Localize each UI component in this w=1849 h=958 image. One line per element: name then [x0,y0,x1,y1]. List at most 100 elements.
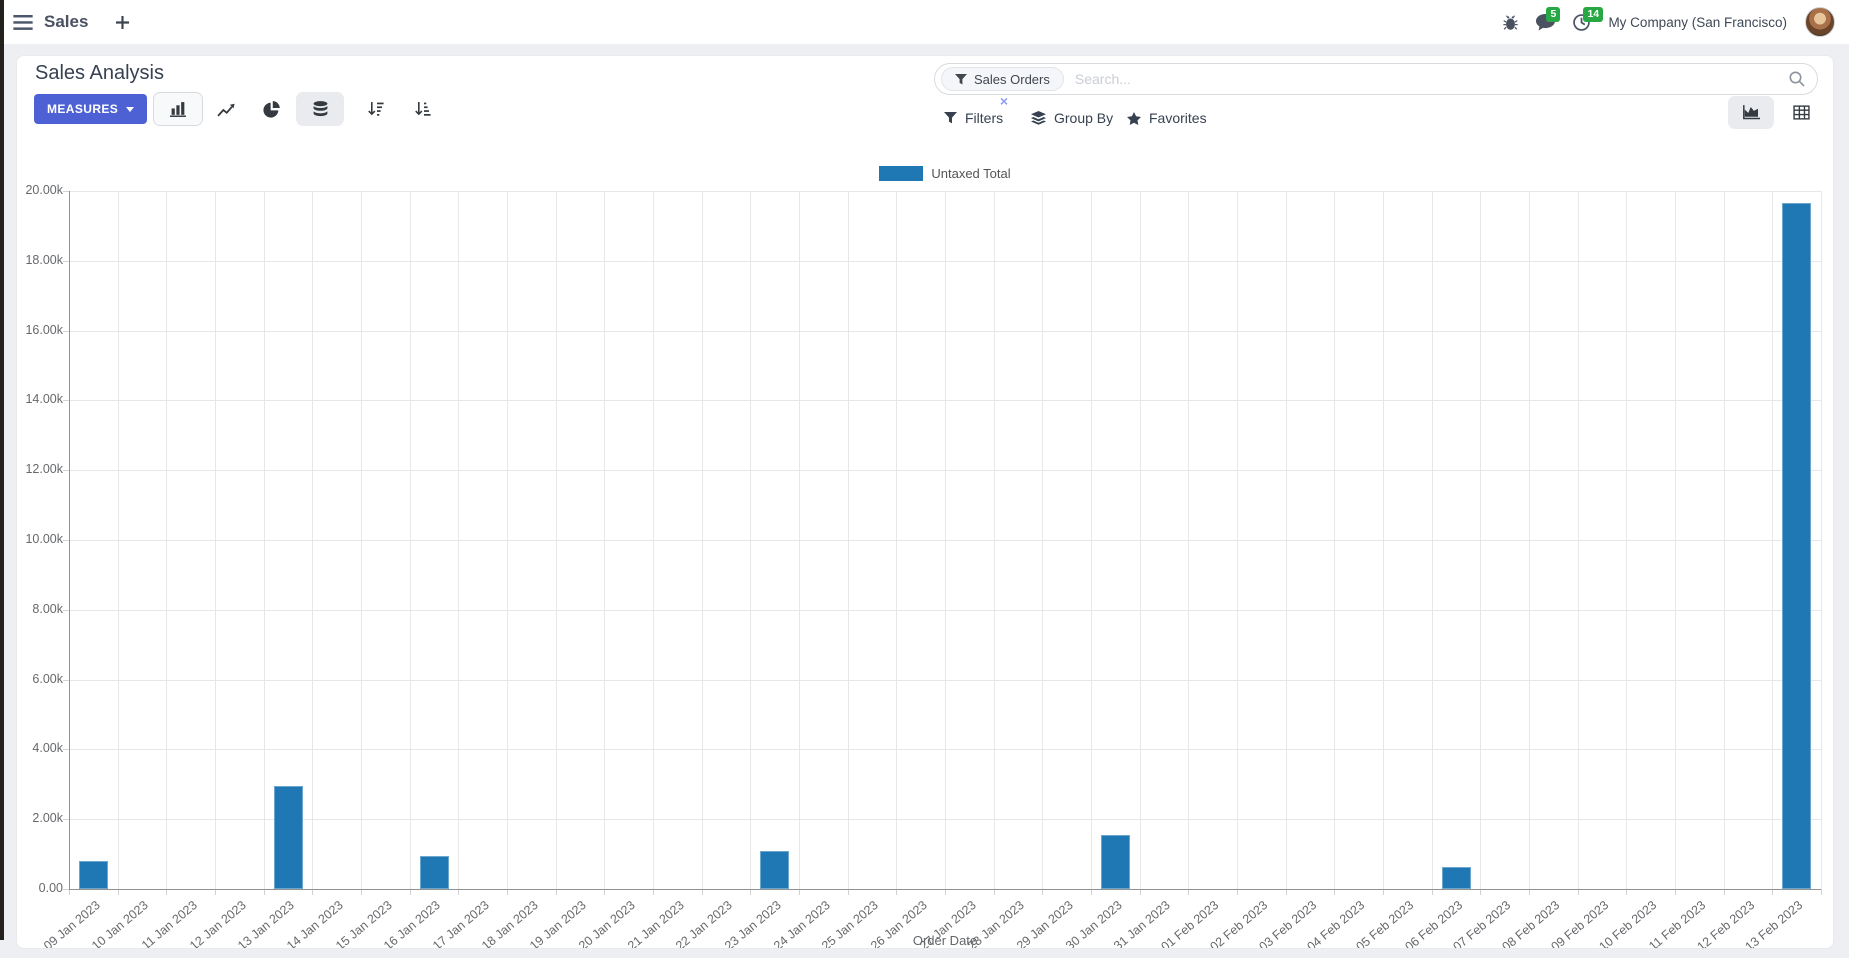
x-tick-mark [1626,889,1628,895]
group-by-layers-icon [1031,111,1046,125]
y-tick-label: 2.00k [32,811,63,826]
line-chart-button[interactable] [206,92,246,126]
activities-badge: 14 [1583,6,1604,22]
x-tick-mark [1091,889,1092,895]
y-axis-line [69,191,70,889]
x-tick-mark [555,889,557,895]
x-tick-mark [1675,889,1676,895]
v-gridline [1529,191,1530,889]
v-gridline [361,191,362,889]
company-switcher[interactable]: My Company (San Francisco) [1608,14,1787,30]
legend-item[interactable]: Untaxed Total [69,166,1821,181]
page-title: Sales Analysis [35,62,164,84]
caret-down-icon [126,106,135,112]
x-tick-mark [1383,889,1384,895]
v-gridline [1772,191,1774,889]
v-gridline [1577,191,1579,889]
v-gridline [993,191,995,889]
navbar-systray: 5 14 My Company (San Francisco) [1503,6,1849,37]
sort-ascending-icon [415,102,431,116]
x-tick-mark [507,889,508,895]
y-tick-label: 0.00 [38,881,63,895]
search-input[interactable] [1063,71,1789,87]
debug-bug-icon[interactable] [1503,14,1519,31]
y-tick-label: 14.00k [25,392,63,407]
x-axis-title: Order Date [912,933,978,948]
pie-chart-icon [262,100,280,118]
stacked-database-icon [313,100,327,116]
favorites-label: Favorites [1149,110,1207,126]
line-chart-icon [217,103,235,116]
x-tick-mark [1042,889,1044,895]
search-icon[interactable] [1789,71,1805,87]
v-gridline [458,191,460,889]
y-tick-mark [63,819,69,821]
group-by-button[interactable]: Group By [1031,107,1113,129]
plus-icon[interactable] [116,15,130,29]
search-bar[interactable]: Sales Orders [934,63,1818,95]
v-gridline [1091,191,1092,889]
favorites-button[interactable]: Favorites [1127,107,1207,129]
x-tick-mark [1772,889,1774,895]
y-tick-mark [63,400,69,402]
v-gridline [945,191,946,889]
x-tick-mark [1480,889,1482,895]
v-gridline [312,191,314,889]
pie-chart-button[interactable] [251,92,291,126]
group-by-label: Group By [1054,110,1114,126]
legend-color-box [879,166,924,181]
stacked-toggle-button[interactable] [296,92,344,126]
y-tick-label: 16.00k [25,322,63,337]
y-tick-mark [63,330,69,332]
favorites-star-icon [1127,111,1141,125]
x-tick-mark [69,889,70,895]
filters-icon [944,112,957,124]
search-facet: Sales Orders [941,67,1064,91]
filters-button[interactable]: Filters [944,107,1003,129]
v-gridline [1188,191,1190,889]
user-avatar[interactable] [1805,7,1835,37]
bar [1782,202,1812,889]
app-menu-sales[interactable]: Sales [44,12,89,31]
sort-descending-button[interactable] [356,92,396,126]
v-gridline [409,191,411,889]
legend-label: Untaxed Total [931,166,1011,181]
x-tick-mark [1529,889,1530,895]
x-tick-mark [945,889,946,895]
v-gridline [1042,191,1044,889]
sort-descending-icon [368,102,384,116]
x-tick-mark [799,889,800,895]
bar-chart-button[interactable] [153,92,203,126]
graph-view-button[interactable] [1728,96,1774,129]
x-tick-mark [1237,889,1238,895]
y-tick-label: 18.00k [25,252,63,267]
messages-icon[interactable]: 5 [1536,6,1561,31]
x-tick-mark [1577,889,1579,895]
x-tick-mark [215,889,216,895]
facet-remove-button[interactable]: × [999,93,1009,109]
bar [273,786,303,889]
y-tick-label: 12.00k [25,462,63,477]
x-tick-mark [458,889,460,895]
measures-label: MEASURES [47,102,119,116]
v-gridline [1139,191,1141,889]
bar [1100,834,1130,889]
measures-button[interactable]: MEASURES [34,94,148,124]
x-tick-mark [847,889,849,895]
x-tick-mark [117,889,119,895]
v-gridline [1821,191,1822,889]
top-navbar: Sales 5 14 My Company (San Francisco) [0,0,1849,44]
messages-badge: 5 [1546,6,1561,22]
content-card: Sales Analysis MEASURES Sales Orders [16,55,1834,949]
x-tick-mark [409,889,411,895]
activities-clock-icon[interactable]: 14 [1573,6,1604,31]
x-tick-mark [1334,889,1336,895]
v-gridline [1626,191,1628,889]
pivot-view-button[interactable] [1779,96,1823,129]
navbar-left: Sales [0,12,130,32]
sort-ascending-button[interactable] [403,92,443,126]
v-gridline [1480,191,1482,889]
v-gridline [604,191,606,889]
apps-menu-icon[interactable] [13,14,33,30]
y-tick-mark [63,191,69,192]
